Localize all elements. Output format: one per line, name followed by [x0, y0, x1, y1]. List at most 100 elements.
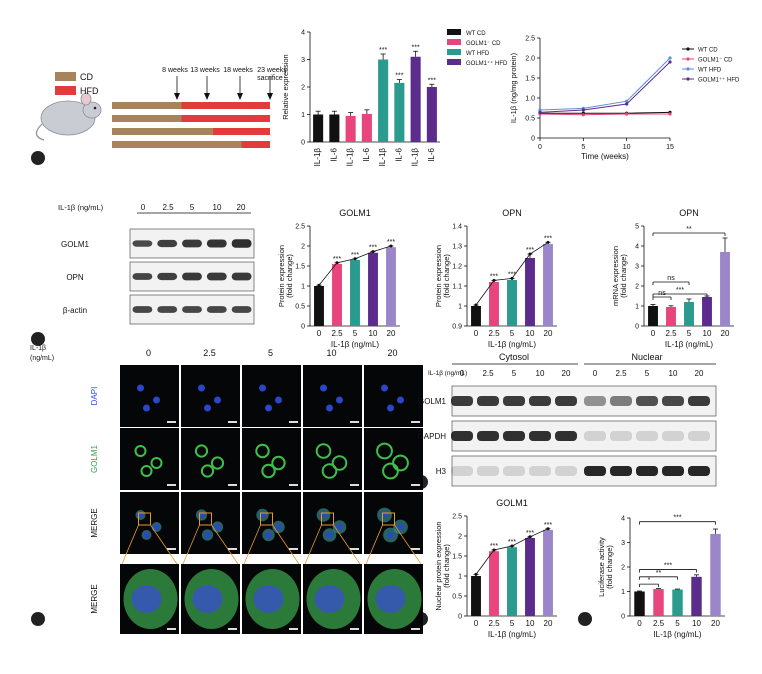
series-line	[539, 57, 671, 111]
blot-band	[231, 272, 252, 281]
panel-label-circle	[31, 151, 45, 165]
y-tick-label: 0	[301, 324, 305, 331]
blot-band	[610, 466, 632, 476]
trend-point	[510, 544, 514, 548]
blot-band	[132, 240, 153, 247]
bracket-label: ***	[664, 562, 672, 569]
panel-label-circle	[31, 332, 45, 346]
x-tick-label: 10	[692, 619, 701, 628]
x-tick-label: 10	[526, 329, 535, 338]
trend-point	[389, 244, 393, 248]
scale-bar	[167, 484, 176, 486]
blot-band	[182, 272, 202, 281]
trend-point	[528, 252, 532, 256]
nucleus	[143, 532, 150, 538]
x-tick-label: IL-6	[427, 147, 436, 161]
x-tick-label: 20	[544, 619, 553, 628]
timeline-hfd-segment	[181, 102, 270, 109]
panel-label-circle	[578, 612, 592, 626]
trend-point	[371, 250, 375, 254]
legend-entry: GOLM1⁻ CD	[698, 58, 733, 64]
blot-band	[688, 431, 710, 441]
chart-A2: 0 0.5 1.0 1.5 2.0 2.5 0 5 10 15 Time (weeks) IL-1β …	[509, 36, 740, 162]
chart-E: 0 0.5 1 1.5 2 2.5 GOLM1 Nuclear protein express…	[434, 498, 557, 639]
blot-band	[662, 466, 684, 476]
blot-band	[182, 306, 202, 313]
dose-label: 2.5	[162, 203, 174, 212]
scale-bar	[228, 548, 237, 550]
significance-mark: ***	[333, 256, 341, 263]
bar	[653, 589, 664, 616]
bracket-label: ***	[676, 287, 684, 294]
y-tick-label: 0	[635, 324, 639, 331]
y-tick-label: 1	[301, 112, 305, 119]
blot-band	[451, 466, 473, 476]
y-tick-label: 2	[621, 565, 625, 572]
legend-cd: CD	[80, 72, 93, 82]
legend-entry: GOLM1⁺⁺ HFD	[698, 77, 740, 84]
blot-band	[555, 396, 577, 406]
micrograph-tile	[303, 492, 362, 554]
y-tick-label: 2.5	[525, 36, 535, 43]
y-tick-label: 2	[301, 85, 305, 92]
x-tick-label: 20	[544, 329, 553, 338]
scale-bar	[289, 484, 298, 486]
blot-band	[503, 431, 525, 441]
bracket-annotations: *********	[639, 515, 716, 588]
nucleus	[143, 404, 150, 412]
y-axis-label-unit: (fold change)	[442, 544, 451, 588]
x-tick-label: 2.5	[488, 329, 500, 338]
scale-bar	[167, 548, 176, 550]
nucleus	[137, 384, 144, 392]
dose-label: 2.5	[615, 369, 627, 378]
x-tick-label: 0	[651, 329, 656, 338]
bar	[350, 260, 360, 326]
y-axis-label-unit: (fold change)	[285, 254, 294, 298]
y-tick-label: 1.1	[452, 284, 462, 291]
y-axis-label-unit: (fold change)	[619, 254, 628, 298]
arrow-head	[267, 93, 273, 100]
mouse-tail	[35, 123, 45, 141]
legend-swatch	[447, 39, 461, 45]
series-line	[540, 111, 671, 114]
zoom-guide	[394, 524, 422, 565]
blot-band	[451, 431, 473, 441]
scale-bar	[167, 421, 176, 423]
bar	[368, 252, 378, 326]
blot-row-label: H3	[436, 467, 447, 476]
timeline-hfd-segment	[213, 128, 270, 135]
zoomed-nucleus	[131, 585, 162, 613]
blot-band	[662, 396, 684, 406]
zoom-guide	[150, 524, 178, 565]
series-point	[668, 60, 672, 64]
zoom-guide	[121, 524, 139, 565]
x-tick-label: 10	[623, 144, 631, 151]
legend-entry: GOLM1⁻ CD	[466, 41, 501, 47]
microscopy-row-label: MERGE	[90, 584, 99, 613]
timepoint-label: 18 weeks	[223, 67, 253, 74]
blot-band	[584, 396, 606, 406]
scale-bar	[411, 484, 420, 486]
dose-label: 20	[237, 203, 246, 212]
dose-label: 2.5	[482, 369, 494, 378]
y-tick-label: 1.5	[295, 264, 305, 271]
microscopy-row-label: MERGE	[90, 508, 99, 537]
golm1-cell	[194, 444, 209, 458]
blot-band	[688, 466, 710, 476]
series-point	[625, 99, 629, 103]
nucleus	[214, 524, 221, 530]
blot-row-label: OPN	[66, 273, 84, 282]
y-tick-label: 1	[301, 284, 305, 291]
blot-band	[231, 306, 252, 313]
fraction-label-cytosol: Cytosol	[499, 352, 529, 362]
legend-entry: WT CD	[466, 31, 486, 37]
zoom-box	[138, 512, 151, 526]
y-tick-label: 2.0	[525, 56, 535, 63]
x-tick-label: 0	[637, 619, 642, 628]
dose-label: 20	[562, 369, 571, 378]
x-tick-label: 10	[703, 329, 712, 338]
dose-label: 5	[190, 203, 195, 212]
golm1-cell	[150, 457, 163, 469]
nucleus	[204, 404, 211, 412]
